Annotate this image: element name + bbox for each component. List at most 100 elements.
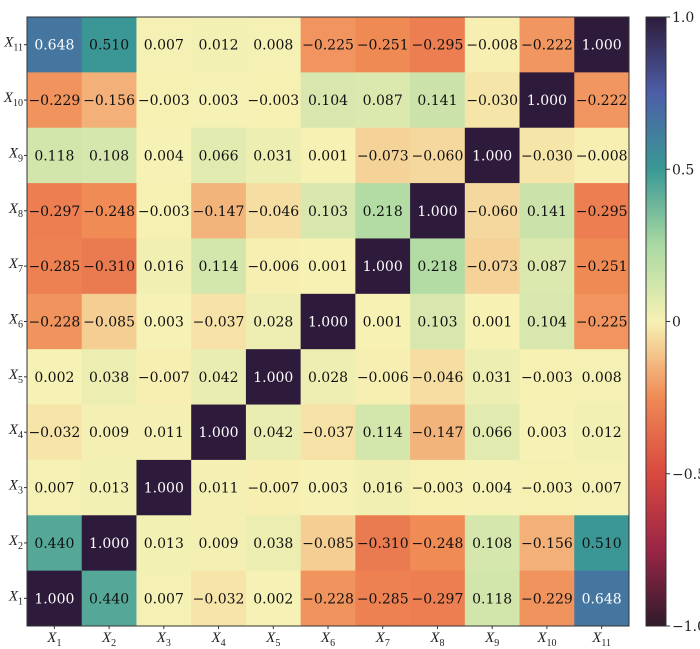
cell-value-label: −0.073: [466, 259, 518, 275]
heatmap-cell: [245, 127, 302, 184]
cell-value-label: −0.030: [466, 93, 518, 109]
heatmap-cell: [300, 349, 356, 406]
cell-value-label: −0.006: [247, 259, 299, 275]
cell-value-label: −0.248: [412, 536, 464, 552]
heatmap-cells: [27, 17, 630, 627]
cell-value-label: −0.310: [83, 259, 135, 275]
row-tick-label: X5: [8, 367, 23, 386]
row-tick-label: X3: [8, 478, 23, 497]
cell-value-label: 1.000: [253, 370, 293, 386]
cell-value-label: 1.000: [308, 315, 348, 331]
cell-value-label: 0.510: [89, 38, 129, 54]
colorbar-tick-labels: 1.0 0.5 0 −0.5 −1.0: [666, 10, 700, 635]
heatmap-cell: [27, 349, 83, 406]
cell-value-label: −0.248: [83, 204, 135, 220]
cell-value-label: 0.087: [363, 93, 403, 109]
row-tick-label: X10: [3, 90, 23, 109]
cell-value-label: 0.141: [417, 93, 457, 109]
heatmap-cell: [410, 17, 466, 73]
cell-value-label: −0.147: [412, 425, 464, 441]
cell-value-label: 0.008: [582, 370, 622, 386]
heatmap-cell: [27, 459, 83, 516]
heatmap-cell: [191, 17, 247, 73]
heatmap-cell: [355, 570, 411, 627]
heatmap-cell: [81, 349, 137, 406]
cell-value-label: 0.042: [253, 425, 293, 441]
cell-value-label: −0.285: [357, 591, 409, 607]
heatmap-cell: [81, 293, 137, 350]
heatmap-cell: [464, 17, 521, 73]
heatmap-cell: [136, 238, 192, 295]
heatmap-cell: [519, 293, 575, 350]
cell-value-label: 0.002: [34, 370, 74, 386]
heatmap-cell: [245, 72, 302, 129]
heatmap-cell: [136, 349, 192, 406]
cell-value-label: 0.008: [253, 38, 293, 54]
cell-value-label: 0.440: [34, 536, 74, 552]
heatmap-cell: [300, 459, 356, 516]
heatmap-cell: [191, 349, 247, 406]
cell-value-label: 0.007: [582, 481, 622, 497]
cell-value-label: 0.028: [253, 315, 293, 331]
heatmap-cell: [136, 183, 192, 239]
heatmap-cell: [300, 238, 356, 295]
heatmap-cell: [410, 183, 466, 239]
heatmap-cell: [191, 515, 247, 572]
cell-value-label: −0.030: [521, 148, 573, 164]
heatmap-cell: [355, 404, 411, 461]
cell-value-label: 0.114: [363, 425, 403, 441]
cell-value-label: −0.008: [576, 148, 628, 164]
heatmap-cell: [300, 404, 356, 461]
heatmap-cell: [574, 127, 630, 184]
heatmap-cell: [136, 515, 192, 572]
heatmap-cell: [136, 459, 192, 516]
heatmap-cell: [464, 238, 521, 295]
heatmap-cell: [136, 570, 192, 627]
cell-value-label: 0.510: [582, 536, 622, 552]
heatmap-cell: [355, 127, 411, 184]
heatmap-cell: [27, 183, 83, 239]
cell-value-label: −0.037: [193, 315, 245, 331]
cell-value-label: −0.046: [247, 204, 299, 220]
cell-value-label: −0.297: [28, 204, 80, 220]
heatmap-cell: [81, 127, 137, 184]
cell-value-label: 0.031: [472, 370, 512, 386]
cell-value-label: −0.006: [357, 370, 409, 386]
cell-value-label: 0.013: [144, 536, 184, 552]
cell-value-label: −0.285: [28, 259, 80, 275]
cell-value-label: −0.295: [412, 38, 464, 54]
heatmap-cell: [81, 515, 137, 572]
heatmap-cell: [574, 17, 630, 73]
cell-value-label: 0.038: [89, 370, 129, 386]
heatmap-cell: [574, 570, 630, 627]
heatmap-cell: [464, 404, 521, 461]
cell-value-label: −0.295: [576, 204, 628, 220]
heatmap-cell: [191, 404, 247, 461]
heatmap-cell: [355, 72, 411, 129]
row-tick-label: X4: [8, 422, 23, 441]
colorbar-tick-label: 0.5: [672, 162, 694, 178]
cell-value-label: 0.011: [144, 425, 184, 441]
cell-value-label: 0.108: [472, 536, 512, 552]
cell-value-label: 0.648: [582, 591, 622, 607]
column-tick-label: X11: [591, 630, 611, 649]
cell-value-label: −0.003: [521, 370, 573, 386]
heatmap-cell: [245, 293, 302, 350]
heatmap-cell: [27, 238, 83, 295]
cell-value-label: −0.156: [521, 536, 573, 552]
cell-value-label: −0.222: [576, 93, 628, 109]
heatmap-cell: [81, 72, 137, 129]
heatmap-cell: [191, 72, 247, 129]
heatmap-cell: [355, 293, 411, 350]
heatmap-cell: [410, 570, 466, 627]
cell-value-label: 0.103: [417, 315, 457, 331]
cell-value-label: −0.032: [193, 591, 245, 607]
cell-value-label: 0.141: [527, 204, 567, 220]
heatmap-cell: [191, 127, 247, 184]
row-tick-label: X9: [8, 145, 23, 164]
heatmap-cell: [410, 459, 466, 516]
cell-value-label: −0.228: [302, 591, 354, 607]
heatmap-cell: [355, 515, 411, 572]
cell-value-label: 0.011: [198, 481, 238, 497]
